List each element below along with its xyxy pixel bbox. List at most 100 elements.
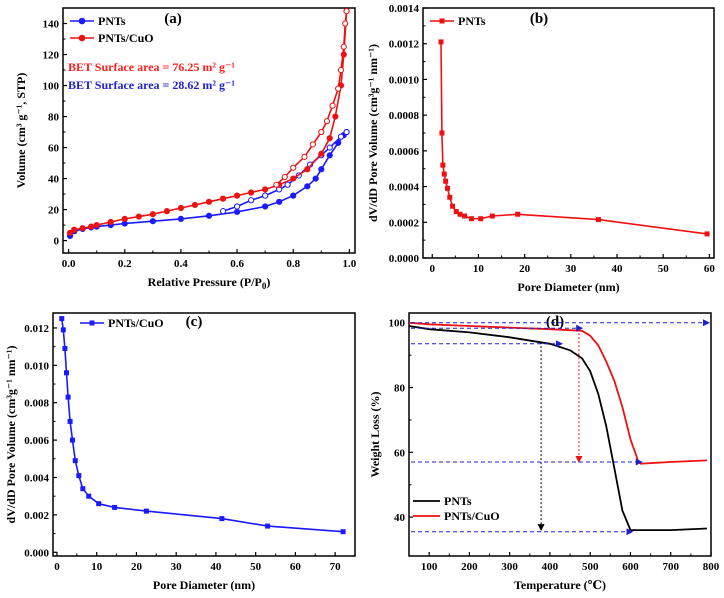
x-tick-label: 0.2 — [118, 258, 132, 270]
pnts-cuo-adsorption-point — [107, 218, 114, 226]
pnts-line — [408, 325, 708, 531]
pnts-cuo-adsorption-point — [326, 135, 333, 142]
pnts-cuo-point — [67, 418, 73, 424]
x-tick-label: 30 — [171, 561, 183, 573]
pnts-cuo-point — [65, 394, 71, 400]
x-tick-label: 800 — [703, 561, 720, 573]
pnts-desorption-point — [284, 181, 291, 188]
x-tick-label: 500 — [582, 561, 599, 573]
y-tick-label: 100 — [389, 318, 406, 330]
pnts-cuo-point — [340, 529, 346, 535]
y-tick-label: 140 — [43, 19, 60, 31]
pnts-cuo-point — [219, 516, 225, 522]
x-tick-label: 0 — [54, 561, 60, 573]
y-tick-label: 0.0012 — [389, 39, 420, 51]
x-tick-label: 10 — [91, 561, 103, 573]
pnts-desorption-point — [343, 128, 350, 136]
pnts-cuo-point — [112, 504, 118, 510]
pnts-point — [462, 213, 468, 219]
pnts-cuo-point — [143, 508, 149, 514]
y-axis-label: dV/dD Pore Volume (cm³g⁻¹ nm⁻¹) — [366, 44, 380, 222]
plot-frame — [422, 7, 715, 259]
pnts-cuo-adsorption-point — [304, 166, 311, 173]
pnts-cuo-desorption-point — [340, 43, 347, 50]
x-tick-label: 400 — [542, 561, 559, 573]
pnts-cuo-point — [60, 327, 66, 333]
chart-panel-d: 100 200 300 400 500 600 700 800 40 60 80 100 Tempera… — [368, 312, 720, 592]
pnts-cuo-adsorption-point — [340, 51, 347, 58]
pnts-cuo-line — [60, 318, 344, 533]
pnts-cuo-desorption-point — [281, 173, 288, 181]
bet-annotation-pnts-cuo: BET Surface area = 76.25 m² g⁻¹ — [68, 60, 235, 74]
pnts-cuo-desorption-line — [275, 11, 348, 186]
y-tick-label: 0 — [54, 236, 60, 248]
pnts-desorption-point — [248, 197, 255, 204]
x-tick-label: 300 — [501, 561, 518, 573]
pnts-cuo-desorption-point — [290, 164, 297, 171]
pnts-desorption-point — [337, 133, 345, 140]
x-tick-label: 50 — [658, 263, 670, 275]
bet-annotation-pnts: BET Surface area = 28.62 m² g⁻¹ — [68, 78, 235, 92]
y-tick-label: 0.0002 — [389, 217, 420, 229]
pnts-desorption-point — [219, 208, 227, 215]
pnts-cuo-point — [62, 346, 68, 352]
panel-label: (c) — [186, 314, 203, 330]
pnts-point — [439, 130, 445, 136]
y-tick-label: 80 — [394, 383, 406, 395]
pnts-point — [457, 211, 463, 217]
pnts-cuo-desorption-point — [337, 66, 345, 74]
pnts-cuo-adsorption-point — [163, 208, 170, 215]
x-axis-label: Pore Diameter (nm) — [153, 578, 255, 592]
x-tick-label: 20 — [131, 561, 143, 573]
pnts-cuo-point — [69, 437, 75, 443]
pnts-cuo-point — [64, 370, 70, 376]
pnts-cuo-point — [76, 473, 82, 479]
pnts-adsorption-point — [149, 218, 156, 225]
pnts-point — [515, 211, 521, 217]
pnts-adsorption-point — [326, 152, 333, 159]
y-axis-label: Volume (cm³ g⁻¹, STP) — [14, 73, 28, 189]
pnts-cuo-adsorption-point — [177, 204, 185, 212]
y-tick-label: 0.008 — [24, 398, 49, 410]
legend-label: PNTs/CuO — [444, 509, 500, 523]
pnts-cuo-desorption-point — [335, 85, 342, 92]
legend-marker — [78, 34, 86, 42]
pnts-cuo-adsorption-point — [87, 223, 95, 230]
pnts-point — [438, 39, 444, 45]
pnts-cuo-adsorption-point — [93, 221, 100, 229]
pnts-cuo-desorption-point — [329, 102, 336, 109]
y-tick-label: 60 — [48, 143, 60, 155]
y-tick-label: 0.006 — [24, 435, 49, 447]
pnts-desorption-point — [326, 144, 333, 151]
pnts-cuo-point — [72, 458, 78, 464]
y-tick-label: 0.0006 — [389, 146, 420, 158]
y-tick-label: 0.000 — [24, 547, 49, 559]
pnts-adsorption-point — [335, 139, 342, 147]
pnts-cuo-adsorption-point — [71, 226, 78, 233]
y-tick-label: 40 — [48, 174, 60, 186]
x-axis-label-subscript: 0 — [262, 281, 267, 291]
pnts-point — [469, 216, 474, 222]
y-axis-label: Weight Loss (%) — [368, 391, 382, 477]
x-tick-label: 60 — [290, 561, 302, 573]
pnts-adsorption-point — [177, 215, 185, 222]
pnts-line — [440, 41, 708, 235]
x-tick-label: 40 — [612, 263, 624, 275]
y-tick-label: 0.002 — [24, 510, 49, 522]
pnts-cuo-desorption-point — [323, 118, 331, 125]
pnts-cuo-adsorption-point — [248, 189, 255, 196]
x-tick-label: 0.6 — [230, 258, 244, 270]
pnts-cuo-adsorption-point — [318, 150, 325, 157]
pnts-cuo-adsorption-point — [262, 186, 269, 193]
x-tick-label: 200 — [461, 561, 478, 573]
x-tick-label: 0 — [429, 263, 435, 275]
x-axis-label: Pore Diameter (nm) — [517, 280, 619, 294]
legend-label: PNTs/CuO — [108, 316, 164, 330]
panel-label: (a) — [164, 11, 182, 27]
pnts-cuo-point — [86, 493, 92, 499]
pnts-point — [440, 162, 446, 168]
pnts-adsorption-point — [205, 212, 213, 219]
x-tick-label: 0.4 — [174, 258, 188, 270]
pnts-adsorption-point — [312, 175, 319, 182]
